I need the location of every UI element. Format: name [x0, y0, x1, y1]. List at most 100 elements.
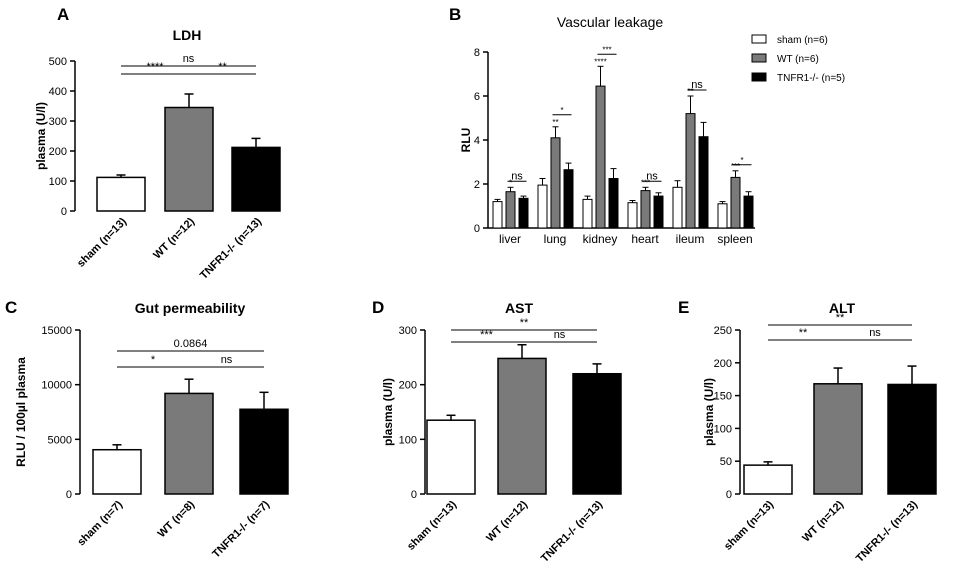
legend-swatch	[751, 72, 767, 82]
x-tick-label: WT (n=12)	[484, 498, 530, 544]
panel-a: A LDH plasma (U/l) 0 100 200 300 400 500 sham (n=…	[34, 5, 281, 282]
bar	[518, 197, 529, 229]
significance-label: ns	[691, 79, 703, 91]
bar	[164, 392, 214, 495]
bar	[492, 201, 503, 229]
y-tick-label: 0	[61, 206, 67, 218]
bar	[96, 176, 146, 212]
significance-label: 0.0864	[174, 338, 208, 350]
x-tick-label: sham (n=13)	[405, 498, 459, 552]
chart-title: AST	[505, 300, 533, 316]
y-tick-label: 0	[411, 489, 417, 501]
bar	[717, 203, 728, 229]
x-tick-label: sham (n=7)	[75, 498, 125, 548]
y-tick-label: 100	[399, 434, 417, 446]
y-tick-label: 2	[474, 179, 480, 191]
wt-significance-label: *	[509, 178, 512, 187]
y-tick-label: 15000	[41, 325, 72, 337]
legend-swatch	[751, 53, 767, 63]
wt-significance-label: ***	[641, 178, 650, 187]
bar	[595, 85, 606, 229]
bar	[653, 195, 664, 229]
bar	[743, 464, 793, 495]
y-tick-label: 50	[720, 456, 732, 468]
bar	[426, 419, 476, 495]
panel-letter: E	[678, 298, 689, 317]
y-tick-label: 4	[474, 135, 480, 147]
x-tick-label: sham (n=13)	[722, 498, 776, 552]
wt-significance-label: **	[687, 87, 693, 96]
y-axis-label: plasma (U/l)	[381, 378, 395, 446]
panel-letter: D	[372, 298, 384, 317]
x-tick-label: WT (n=8)	[156, 498, 198, 540]
wt-significance-label: ****	[594, 57, 606, 66]
bar	[231, 146, 281, 212]
bar	[627, 202, 638, 229]
significance-label: ***	[602, 45, 611, 54]
x-tick-label: WT (n=12)	[800, 498, 846, 544]
y-tick-label: 300	[399, 325, 417, 337]
bar	[743, 195, 754, 229]
legend-label: TNFR1-/- (n=5)	[777, 73, 845, 84]
y-tick-label: 400	[49, 86, 67, 98]
y-tick-label: 200	[714, 358, 732, 370]
y-tick-label: 10000	[41, 380, 72, 392]
y-tick-label: 500	[49, 56, 67, 68]
y-tick-label: 8	[474, 47, 480, 59]
significance-label: ns	[221, 354, 233, 366]
x-tick-label: TNFR1-/- (n=13)	[198, 215, 264, 281]
y-axis-label: plasma (U/l)	[34, 102, 48, 170]
bar	[672, 186, 683, 229]
y-tick-label: 300	[49, 116, 67, 128]
chart-title: ALT	[829, 300, 856, 316]
y-tick-label: 5000	[48, 434, 72, 446]
y-tick-label: 0	[474, 223, 480, 235]
x-tick-label: lung	[544, 232, 567, 246]
y-axis-label: RLU / 100µl plasma	[14, 357, 28, 467]
wt-significance-label: **	[552, 118, 558, 127]
panel-d: D AST plasma (U/l) 0 100 200 300 sham (n=13) WT …	[372, 298, 622, 565]
wt-significance-label: ***	[731, 162, 740, 171]
y-axis-label: plasma (U/l)	[702, 378, 716, 446]
legend-swatch	[751, 34, 767, 44]
x-tick-label: heart	[631, 232, 659, 246]
bar	[640, 190, 651, 229]
bar	[563, 169, 574, 229]
x-tick-label: kidney	[583, 232, 618, 246]
bar	[537, 184, 548, 229]
bar	[164, 106, 214, 212]
x-tick-label: sham (n=13)	[75, 215, 129, 269]
x-tick-label: TNFR1-/- (n=7)	[210, 498, 272, 560]
x-tick-label: TNFR1-/- (n=13)	[539, 498, 605, 564]
significance-label: ns	[511, 170, 523, 182]
x-tick-label: spleen	[717, 232, 752, 246]
y-tick-label: 6	[474, 91, 480, 103]
y-tick-label: 0	[66, 489, 72, 501]
legend-label: WT (n=6)	[777, 54, 819, 65]
panel-c: C Gut permeability RLU / 100µl plasma 0 5000…	[5, 298, 289, 560]
significance-label: *	[560, 106, 563, 115]
bar	[887, 383, 937, 495]
bar	[685, 113, 696, 229]
significance-label: ***	[480, 329, 494, 341]
bar	[92, 448, 142, 495]
x-tick-label: WT (n=12)	[151, 215, 197, 261]
significance-label: ns	[869, 327, 881, 339]
significance-label: *	[740, 156, 743, 165]
y-tick-label: 150	[714, 391, 732, 403]
bar	[582, 198, 593, 229]
panel-e: E ALT plasma (U/l) 0 50 100 150 200 250 sham (n=1…	[678, 298, 937, 565]
bar	[813, 383, 863, 495]
bar	[608, 178, 619, 229]
bar	[572, 372, 622, 495]
y-tick-label: 250	[714, 325, 732, 337]
legend: sham (n=6) WT (n=6) TNFR1-/- (n=5)	[751, 34, 845, 84]
bar	[550, 137, 561, 229]
bar	[730, 176, 741, 229]
chart-title: Vascular leakage	[557, 14, 664, 30]
chart-title: LDH	[173, 27, 202, 43]
bar	[505, 191, 516, 229]
significance-label: ns	[646, 170, 658, 182]
panel-b: B Vascular leakageRLU02468*nsliver***lung…	[449, 5, 845, 246]
y-tick-label: 0	[726, 489, 732, 501]
